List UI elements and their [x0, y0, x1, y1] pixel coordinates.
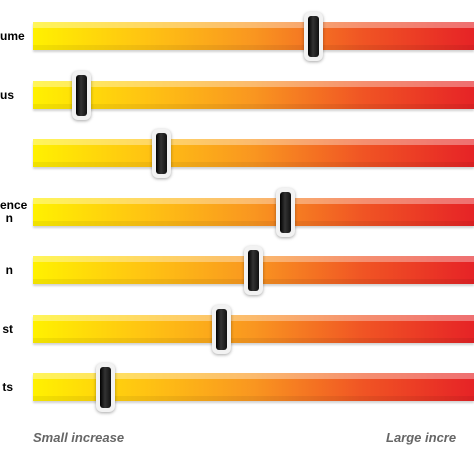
slider-handle-4[interactable]: [276, 188, 295, 237]
slider-handle-5[interactable]: [244, 246, 263, 295]
category-label-5: n: [5, 263, 13, 277]
slider-handle-3[interactable]: [152, 129, 171, 178]
slider-handle-2[interactable]: [72, 71, 91, 120]
category-label-7: ts: [2, 380, 13, 394]
category-label-6: st: [2, 322, 13, 336]
scale-min-label: Small increase: [33, 430, 125, 445]
category-label-1: ume: [0, 29, 25, 43]
category-label-4: ence n: [0, 198, 28, 225]
slider-handle-6[interactable]: [212, 305, 231, 354]
scale-bar-6: [33, 315, 474, 343]
scale-bar-1: [33, 22, 474, 50]
category-label-2: us: [0, 88, 15, 102]
slider-handle-1[interactable]: [304, 12, 323, 61]
scale-bar-3: [33, 139, 474, 167]
scale-bar-2: [33, 81, 474, 109]
scale-max-label: Large incre: [386, 430, 457, 445]
scale-bar-4: [33, 198, 474, 226]
slider-handle-7[interactable]: [96, 363, 115, 412]
